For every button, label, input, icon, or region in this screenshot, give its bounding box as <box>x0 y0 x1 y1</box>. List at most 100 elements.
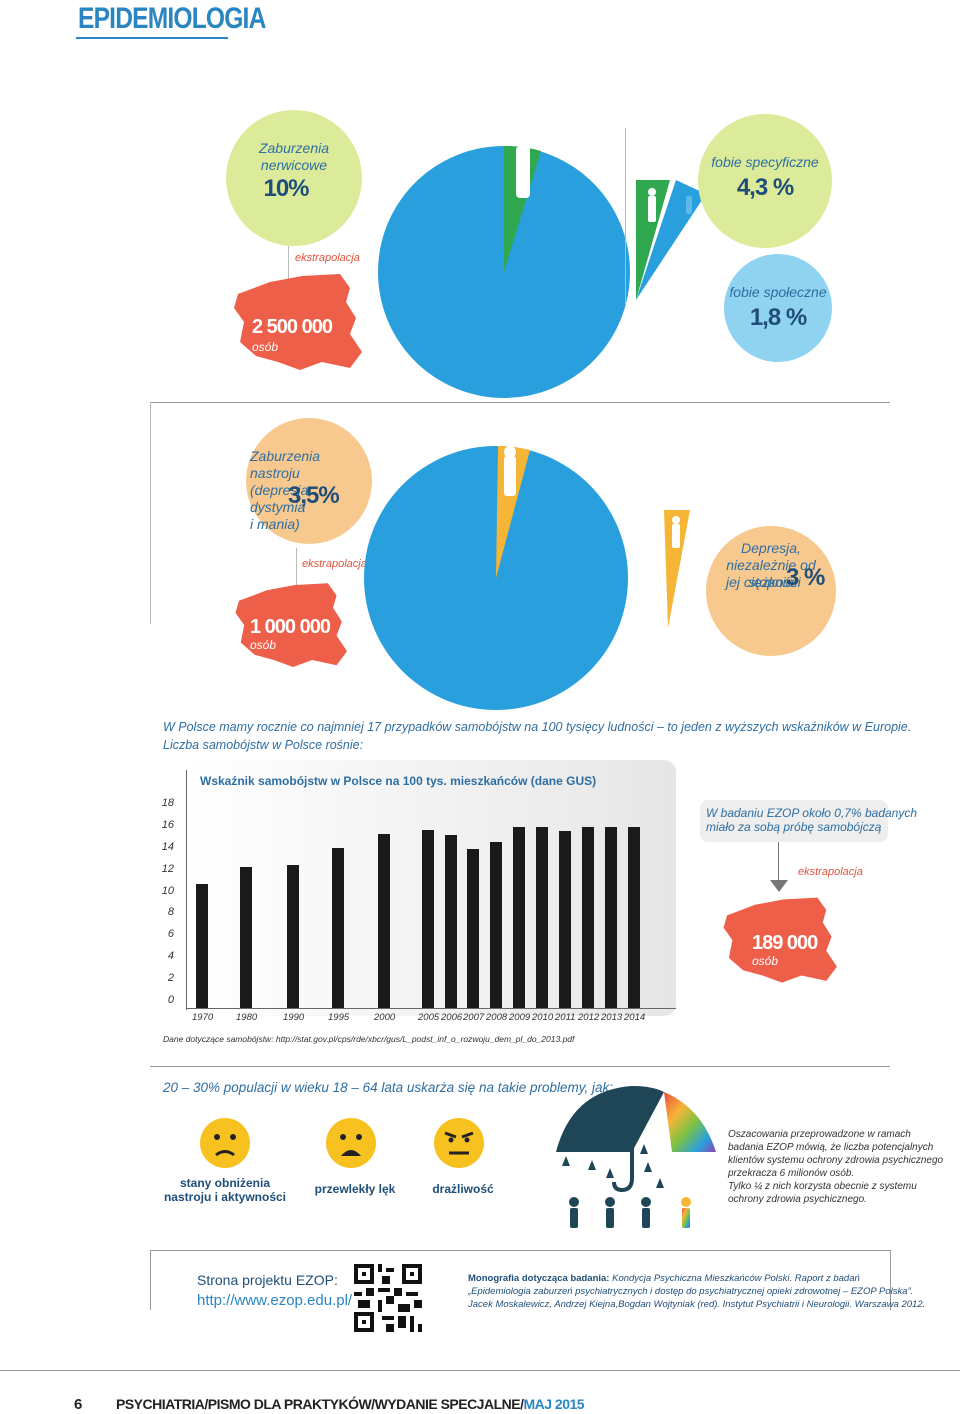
x-tick-label: 1990 <box>283 1012 305 1023</box>
bar-2010 <box>536 827 548 1008</box>
x-axis <box>186 1008 676 1009</box>
bar-2008 <box>490 841 502 1008</box>
anxiety-circle <box>226 110 362 246</box>
extrapolation-label-2: ekstrapolacja <box>302 558 367 570</box>
anxious-face-icon <box>326 1118 376 1168</box>
chart-title: Wskaźnik samobójstw w Polsce na 100 tys.… <box>200 774 597 788</box>
depression-label-3: jej ciężkości <box>726 574 801 590</box>
y-tick-label: 8 <box>167 906 174 919</box>
section-divider-2 <box>150 1066 890 1067</box>
bar-2005 <box>422 829 434 1008</box>
page-title: EPIDEMIOLOGIA <box>78 2 266 35</box>
phobia-specific-circle <box>698 114 832 248</box>
bar-2000 <box>378 833 390 1008</box>
pie-slices-phobia <box>636 180 706 300</box>
mood-label-3: i mania) <box>250 516 300 532</box>
bar-1980 <box>240 866 252 1008</box>
irritated-face-icon <box>434 1118 484 1168</box>
x-tick-label: 1980 <box>236 1012 258 1023</box>
problems-note: Oszacowania przeprowadzone w ramach bada… <box>728 1129 944 1205</box>
y-tick-label: 6 <box>167 928 174 941</box>
ezop-line-1: W badaniu EZOP około 0,7% badanych <box>706 806 918 820</box>
section-divider-3 <box>150 1250 890 1251</box>
map-value-3: 189 000 <box>752 932 818 954</box>
intro-line-2: Liczba samobójstw w Polsce rośnie: <box>163 738 364 752</box>
x-tick-label: 2005 <box>418 1012 440 1023</box>
pie-slice-depression <box>664 510 690 628</box>
map-value-2: 1 000 000 <box>250 616 331 638</box>
y-tick-label: 4 <box>167 950 174 963</box>
y-tick-label: 14 <box>161 840 174 853</box>
footer-divider <box>0 1370 960 1371</box>
map-value-1: 2 500 000 <box>252 316 333 338</box>
bar-1990 <box>287 864 299 1008</box>
bar-1995 <box>332 848 344 1008</box>
project-label: Strona projektu EZOP: <box>197 1272 338 1288</box>
x-tick-label: 2012 <box>578 1012 600 1023</box>
x-tick-label: 2000 <box>374 1012 396 1023</box>
phobia-specific-label: fobie specyficzne <box>711 154 819 170</box>
poland-map-1 <box>234 274 362 370</box>
bar-2009 <box>513 827 525 1008</box>
anxiety-label-1: Zaburzenia <box>258 140 330 156</box>
x-tick-label: 2009 <box>509 1012 531 1023</box>
poland-map-2 <box>235 583 348 667</box>
depression-label-1: Depresja, <box>741 540 801 556</box>
x-tick-label: 2011 <box>555 1012 576 1023</box>
ezop-line-2: miało za sobą próbę samobójczą <box>706 820 882 834</box>
x-tick-label: 2008 <box>486 1012 508 1023</box>
y-tick-label: 0 <box>167 994 174 1006</box>
problems-heading: 20 – 30% populacji w wieku 18 – 64 lata … <box>163 1080 614 1095</box>
anxiety-label-2: nerwicowe <box>260 157 328 173</box>
chart-source: Dane dotyczące samobójstw: http://stat.g… <box>163 1034 575 1044</box>
y-tick-label: 10 <box>161 884 174 897</box>
y-tick-label: 18 <box>161 797 174 809</box>
anxiety-value: 10% <box>263 175 309 202</box>
section-divider <box>150 402 890 403</box>
pie-chart-anxiety <box>378 135 630 398</box>
qr-code-icon[interactable] <box>354 1264 422 1332</box>
mood-label-1: Zaburzenia nastroju <box>250 448 321 481</box>
bar-2007 <box>467 849 479 1008</box>
umbrella-icon <box>556 1086 716 1228</box>
extrapolation-label-3: ekstrapolacja <box>798 866 863 878</box>
bar-2012 <box>582 827 594 1008</box>
map-unit-1: osób <box>252 340 279 354</box>
problem-label-1b: nastroju i aktywności <box>163 1190 287 1204</box>
phobia-specific-value: 4,3 % <box>736 174 794 201</box>
mood-circle <box>246 418 372 544</box>
x-tick-label: 2013 <box>601 1012 623 1023</box>
problem-label-2: przewlekły lęk <box>314 1182 396 1196</box>
poland-map-3 <box>723 897 837 983</box>
page-number: 6 <box>74 1396 83 1413</box>
y-tick-label: 12 <box>161 862 174 875</box>
monograph-line-2: „Epidemiologia zaburzeń psychiatrycznych… <box>468 1286 914 1297</box>
arrow-down-icon <box>770 880 788 892</box>
phobia-social-value: 1,8 % <box>749 304 807 331</box>
monograph-text: Monografia dotycząca badania: Kondycja P… <box>468 1272 925 1311</box>
phobia-social-label: fobie społeczne <box>729 284 827 300</box>
sad-face-icon <box>200 1118 250 1168</box>
y-axis <box>186 770 187 1010</box>
extrapolation-label-1: ekstrapolacja <box>295 252 360 264</box>
intro-line-1: W Polsce mamy rocznie co najmniej 17 prz… <box>163 720 912 734</box>
problem-label-3: drażliwość <box>432 1182 494 1196</box>
monograph-bold: Monografia dotycząca badania: <box>468 1273 610 1284</box>
mood-label-2: (depresja, dystymia <box>250 482 313 515</box>
phobia-social-circle <box>724 254 832 362</box>
footer-journal: PSYCHIATRIA/PISMO DLA PRAKTYKÓW/WYDANIE … <box>116 1396 585 1412</box>
intro-text: W Polsce mamy rocznie co najmniej 17 prz… <box>163 718 911 754</box>
bar-1970 <box>196 884 208 1008</box>
y-tick-label: 16 <box>161 818 174 831</box>
depression-circle <box>706 526 836 656</box>
x-tick-label: 1970 <box>192 1012 214 1023</box>
bar-2011 <box>559 830 571 1008</box>
x-tick-label: 1995 <box>328 1012 350 1023</box>
depression-label-2: niezależnie od stopnia <box>726 557 816 590</box>
ezop-box <box>700 800 888 842</box>
mood-value: 3,5% <box>288 482 340 509</box>
map-unit-2: osób <box>250 638 277 652</box>
project-url-link[interactable]: http://www.ezop.edu.pl/ <box>197 1292 353 1309</box>
x-tick-label: 2010 <box>532 1012 554 1023</box>
map-unit-3: osób <box>752 954 779 968</box>
